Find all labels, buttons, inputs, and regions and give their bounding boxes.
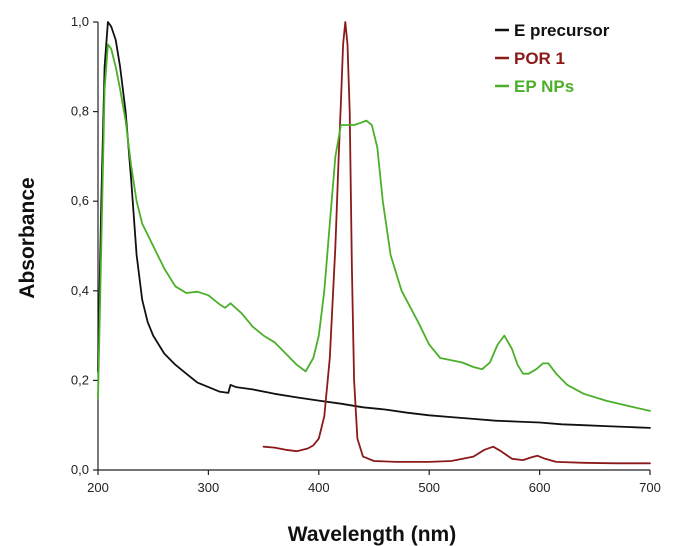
series-line-ep-nps (97, 43, 651, 412)
series-line-por-1 (262, 21, 651, 465)
series-line-e-precursor (97, 21, 651, 429)
y-tick-label: 0,6 (71, 193, 89, 208)
legend-label: EP NPs (514, 77, 574, 96)
legend-label: POR 1 (514, 49, 565, 68)
ticks: 200 300 400 500 600 700 0,0 0,2 0,4 0,6 0,8 1,0 (71, 14, 661, 495)
legend: E precursor POR 1 EP NPs (495, 21, 610, 96)
y-tick-label: 0,4 (71, 283, 89, 298)
y-tick-label: 0,8 (71, 104, 89, 119)
y-tick-label: 0,0 (71, 462, 89, 477)
x-tick-label: 700 (639, 480, 661, 495)
y-axis-label: Absorbance (16, 177, 39, 298)
x-tick-label: 600 (529, 480, 551, 495)
y-tick-label: 1,0 (71, 14, 89, 29)
series-lines (97, 21, 651, 465)
x-tick-label: 400 (308, 480, 330, 495)
y-tick-label: 0,2 (71, 372, 89, 387)
legend-label: E precursor (514, 21, 610, 40)
x-axis-label: Wavelength (nm) (288, 523, 456, 546)
x-tick-label: 200 (87, 480, 109, 495)
x-tick-label: 500 (418, 480, 440, 495)
x-tick-label: 300 (198, 480, 220, 495)
